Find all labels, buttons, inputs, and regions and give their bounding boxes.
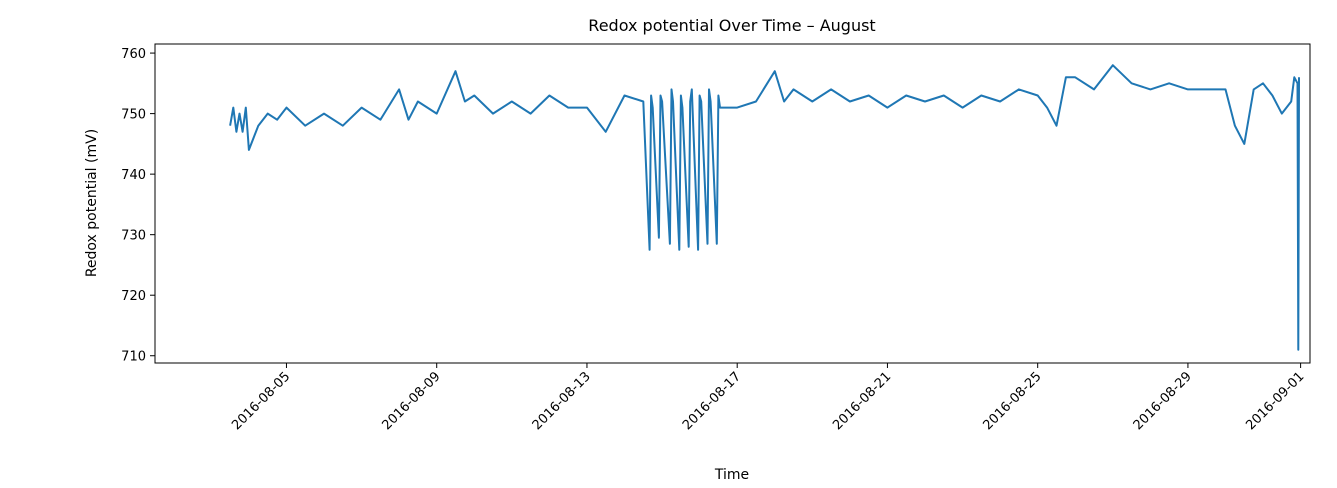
x-axis-label: Time [714,467,749,483]
x-tick-label: 2016-08-17 [680,369,744,433]
x-tick-label: 2016-08-25 [980,369,1044,433]
y-axis-ticks: 710 720 730 740 750 760 [121,47,155,365]
x-tick-label: 2016-08-05 [229,369,293,433]
data-series [229,64,1300,351]
x-axis-ticks: 2016-08-05 2016-08-09 2016-08-13 2016-08-17… [229,363,1307,433]
y-tick-label: 740 [121,168,146,183]
plot-area-frame [154,43,1311,364]
x-tick-label: 2016-09-01 [1243,369,1307,433]
chart-title: Redox potential Over Time – August [588,16,875,35]
y-tick-label: 720 [121,289,146,304]
y-axis-label: Redox potential (mV) [84,129,100,277]
y-tick-label: 710 [121,350,146,365]
y-tick-label: 750 [121,108,146,123]
series-line-0 [229,64,1300,351]
x-tick-label: 2016-08-21 [830,369,894,433]
x-tick-label: 2016-08-13 [530,369,594,433]
x-tick-label: 2016-08-29 [1131,369,1195,433]
x-tick-label: 2016-08-09 [379,369,443,433]
y-tick-label: 730 [121,229,146,244]
y-tick-label: 760 [121,47,146,62]
